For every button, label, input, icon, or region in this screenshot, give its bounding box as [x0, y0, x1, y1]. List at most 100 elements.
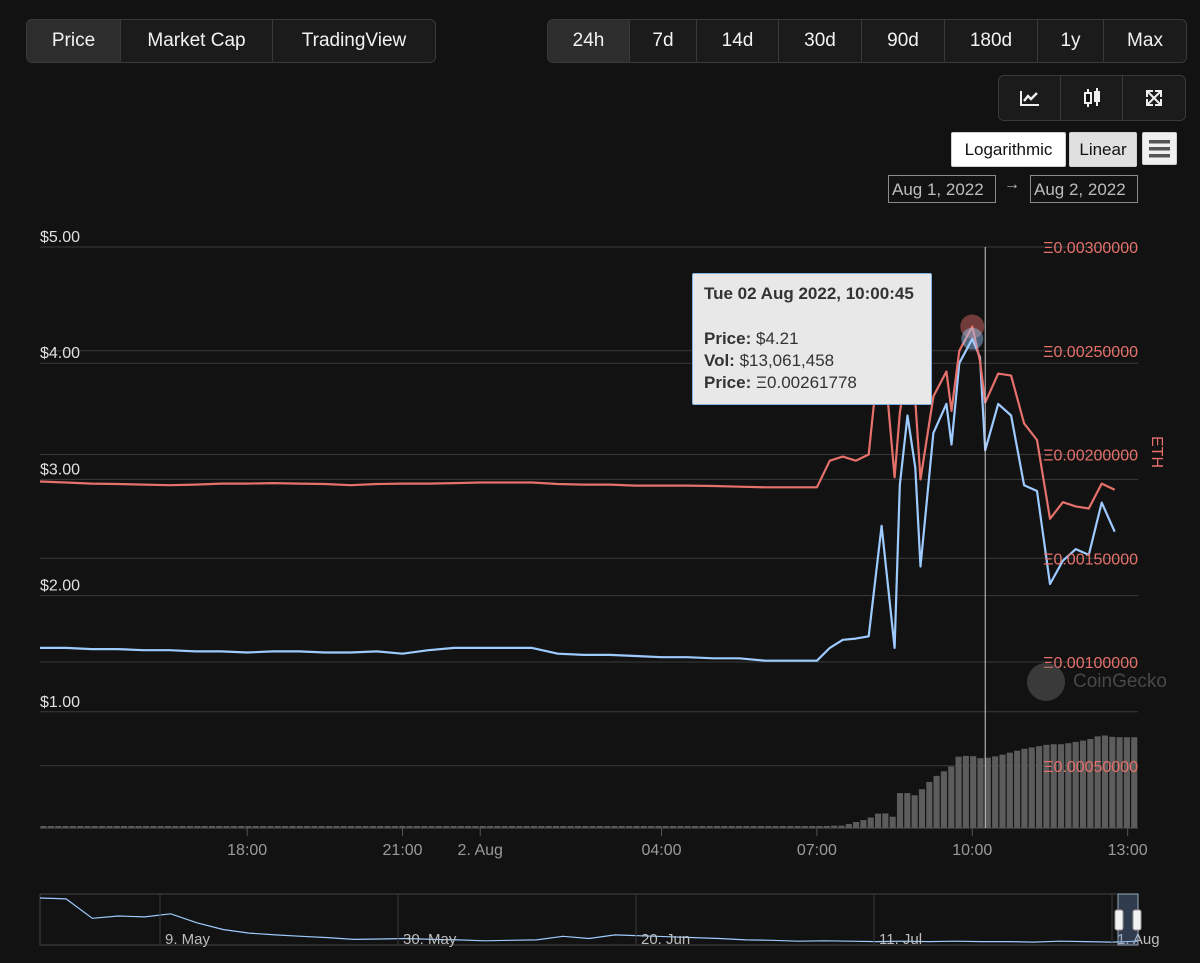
fullscreen-icon [1146, 90, 1162, 106]
volume-bar [340, 826, 347, 828]
volume-bar [926, 781, 933, 828]
volume-bar [208, 826, 215, 828]
tab-price[interactable]: Price [27, 20, 121, 62]
volume-bar [252, 826, 259, 828]
volume-bar [677, 826, 684, 828]
volume-bar [106, 826, 113, 828]
volume-bar [494, 826, 501, 828]
volume-bar [977, 758, 984, 828]
tooltip-price-row: Price: $4.21 [704, 328, 920, 350]
volume-bar [750, 826, 757, 828]
volume-bar [121, 826, 128, 828]
volume-bar [289, 826, 296, 828]
range-1y[interactable]: 1y [1038, 20, 1104, 62]
navigator-label: 9. May [165, 931, 211, 948]
volume-bar [992, 756, 999, 828]
volume-bar [421, 826, 428, 828]
volume-bar [787, 826, 794, 828]
volume-bar [582, 826, 589, 828]
navigator-series-line [39, 897, 1139, 943]
date-from-input[interactable]: Aug 1, 2022 [888, 175, 996, 203]
volume-bar [933, 775, 940, 828]
date-range-arrow: → [1004, 176, 1020, 193]
volume-bar [245, 826, 252, 828]
volume-bar [230, 826, 237, 828]
chart-tooltip: Tue 02 Aug 2022, 10:00:45 Price: $4.21 V… [692, 273, 932, 405]
volume-bar [1021, 748, 1028, 828]
y-tick-label-eth: Ξ0.00300000 [1043, 240, 1138, 257]
x-tick-label: 04:00 [641, 842, 681, 859]
line-chart-button[interactable] [999, 76, 1061, 120]
date-to-input[interactable]: Aug 2, 2022 [1030, 175, 1138, 203]
volume-bar [596, 826, 603, 828]
volume-bar [304, 826, 311, 828]
tooltip-price-label: Price: [704, 329, 752, 348]
volume-bar [999, 754, 1006, 828]
navigator-handle [1114, 909, 1124, 931]
navigator[interactable]: 9. May 30. May 20. Jun 11. Jul 1. Aug [39, 893, 1160, 948]
x-axis: 18:00 21:00 2. Aug 04:00 07:00 10:00 13:00 [40, 827, 1148, 859]
volume-bar [874, 813, 882, 828]
range-180d[interactable]: 180d [945, 20, 1038, 62]
volume-bar [172, 826, 179, 828]
volume-bar [911, 795, 918, 828]
volume-bar [772, 826, 779, 828]
x-tick-label: 13:00 [1108, 842, 1148, 859]
volume-bar [355, 826, 362, 828]
volume-bar [918, 789, 926, 828]
volume-bar [1072, 741, 1079, 828]
grid-lines [40, 246, 1138, 767]
volume-bar [1131, 737, 1138, 828]
volume-bar [618, 826, 625, 828]
volume-bar [362, 826, 369, 828]
y-tick-label-eth: Ξ0.00100000 [1043, 655, 1138, 672]
volume-bar [201, 826, 208, 828]
volume-bar [801, 826, 808, 828]
candlestick-button[interactable] [1061, 76, 1123, 120]
range-90d[interactable]: 90d [862, 20, 945, 62]
volume-bar [794, 826, 801, 828]
range-14d[interactable]: 14d [697, 20, 779, 62]
series-line-usd [40, 337, 1116, 662]
range-max[interactable]: Max [1104, 20, 1186, 62]
volume-bar [282, 826, 289, 828]
volume-bar [831, 825, 838, 828]
range-24h[interactable]: 24h [548, 20, 630, 62]
chart-type-tabs: Price Market Cap TradingView [26, 19, 436, 63]
y-tick-label-usd: $5.00 [40, 229, 80, 246]
volume-bar [867, 817, 874, 828]
watermark-text: CoinGecko [1073, 671, 1167, 692]
eth-hover-marker [960, 314, 985, 339]
volume-bar [940, 771, 947, 828]
y-tick-label-eth: Ξ0.00150000 [1043, 551, 1138, 568]
volume-bar [626, 826, 633, 828]
volume-bar [91, 826, 98, 828]
navigator-label: 20. Jun [641, 931, 690, 948]
volume-bar [860, 820, 867, 828]
volume-bar [633, 826, 640, 828]
volume-bar [589, 826, 596, 828]
volume-bar [377, 826, 384, 828]
candlestick-icon [1083, 88, 1100, 107]
fullscreen-button[interactable] [1123, 76, 1185, 120]
linear-button[interactable]: Linear [1069, 132, 1137, 167]
tooltip-vol-label: Vol: [704, 351, 735, 370]
volume-bar [501, 826, 508, 828]
tab-market-cap[interactable]: Market Cap [121, 20, 273, 62]
volume-bar [530, 826, 538, 828]
tooltip-eth-value: Ξ0.00261778 [755, 373, 857, 392]
range-30d[interactable]: 30d [779, 20, 862, 62]
volume-bar [1006, 752, 1013, 828]
tab-tradingview[interactable]: TradingView [273, 20, 435, 62]
y-tick-label-usd: $4.00 [40, 345, 80, 362]
volume-bar [684, 826, 691, 828]
chart-menu-button[interactable] [1142, 132, 1177, 165]
volume-bar [743, 826, 750, 828]
volume-bar [1123, 737, 1130, 828]
volume-bar [538, 826, 545, 828]
range-7d[interactable]: 7d [630, 20, 697, 62]
volume-bar [84, 826, 91, 828]
volume-bar [640, 826, 647, 828]
logarithmic-button[interactable]: Logarithmic [951, 132, 1066, 167]
